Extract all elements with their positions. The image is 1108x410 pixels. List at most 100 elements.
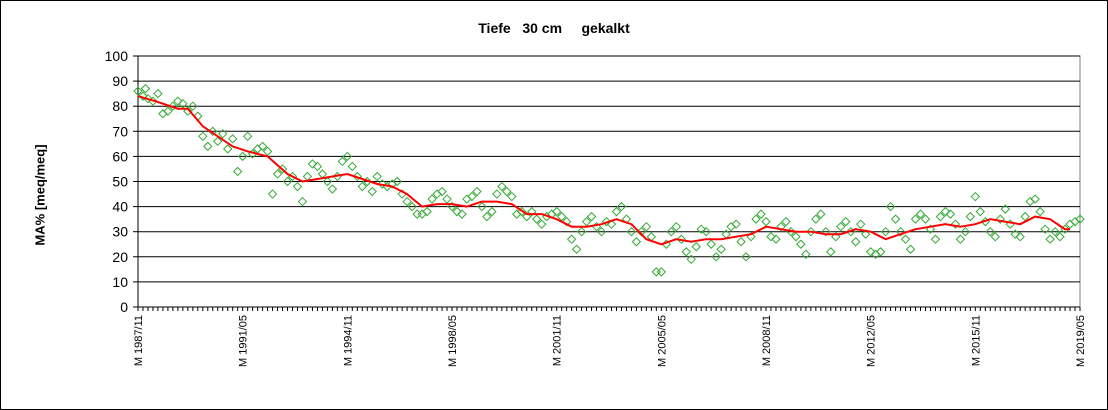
data-point <box>766 232 776 242</box>
data-point <box>163 106 173 116</box>
data-point <box>606 219 617 229</box>
data-point <box>178 98 188 109</box>
data-point <box>257 141 268 152</box>
data-point <box>1035 206 1045 217</box>
data-point <box>581 216 592 227</box>
data-point <box>561 216 572 227</box>
x-tick-label: M 2005/05 <box>656 315 668 367</box>
data-point <box>1045 234 1055 244</box>
data-point <box>706 239 716 249</box>
y-tick-label: 80 <box>112 98 128 114</box>
data-point <box>367 186 377 197</box>
data-point <box>995 214 1005 224</box>
data-point <box>1010 229 1020 239</box>
data-point <box>930 234 941 244</box>
data-point <box>731 219 741 229</box>
y-tick-label: 20 <box>112 249 128 265</box>
data-point <box>452 206 462 217</box>
data-point <box>227 134 238 144</box>
data-point <box>1000 204 1010 214</box>
y-tick-label: 50 <box>112 174 128 190</box>
data-point <box>781 216 791 227</box>
data-point <box>855 219 866 229</box>
data-point <box>507 191 517 202</box>
data-point <box>292 181 303 192</box>
data-point <box>467 191 477 202</box>
data-point <box>990 232 1000 242</box>
data-point <box>970 191 981 202</box>
x-tick-label: M 1994/11 <box>342 315 354 366</box>
data-point <box>347 161 358 172</box>
data-point <box>736 237 746 247</box>
data-point <box>457 209 467 219</box>
data-point <box>686 254 696 265</box>
data-point <box>771 234 781 244</box>
data-point <box>372 171 382 182</box>
x-tick-label: M 2015/11 <box>970 315 982 366</box>
data-point <box>1055 232 1065 242</box>
data-point <box>671 221 681 232</box>
data-point <box>821 226 831 237</box>
data-point <box>915 209 926 219</box>
data-point <box>601 216 612 227</box>
data-point <box>1030 194 1040 204</box>
data-point <box>905 244 916 254</box>
data-point <box>791 232 801 242</box>
data-point <box>282 176 293 187</box>
data-point <box>183 106 193 116</box>
data-point <box>701 226 711 237</box>
data-point <box>841 216 851 227</box>
data-point <box>945 209 956 219</box>
y-tick-label: 30 <box>112 224 128 240</box>
data-point <box>272 169 283 179</box>
data-point <box>691 242 701 252</box>
data-point <box>641 221 652 232</box>
data-point <box>477 201 487 212</box>
data-point <box>242 131 253 142</box>
x-tick-label: M 1987/11 <box>133 315 145 366</box>
data-point <box>875 247 886 257</box>
data-point <box>716 244 726 254</box>
data-point <box>208 126 218 137</box>
data-point <box>920 214 931 224</box>
data-point <box>312 161 323 172</box>
y-tick-label: 10 <box>112 274 128 290</box>
data-point <box>935 211 946 222</box>
data-point <box>801 249 811 259</box>
data-point <box>611 206 622 217</box>
data-point <box>267 189 278 199</box>
data-point <box>1050 226 1060 237</box>
data-point <box>537 219 547 229</box>
data-point <box>826 247 836 257</box>
data-point <box>985 226 995 237</box>
data-point <box>203 141 213 152</box>
x-tick-label: M 2008/11 <box>761 315 773 366</box>
data-point <box>392 176 402 187</box>
x-tick-label: M 1991/05 <box>238 315 250 367</box>
data-point <box>955 234 966 244</box>
data-point <box>566 234 577 244</box>
data-point <box>831 232 841 242</box>
data-point <box>751 214 761 224</box>
data-point <box>237 151 248 162</box>
data-point <box>223 144 233 154</box>
data-point <box>851 237 861 247</box>
data-point <box>522 211 532 222</box>
data-point <box>656 267 667 277</box>
data-point <box>586 211 597 222</box>
data-point <box>352 171 363 182</box>
data-point <box>965 211 976 222</box>
data-point <box>776 221 786 232</box>
data-point <box>696 224 706 234</box>
data-point <box>527 206 537 217</box>
data-point <box>761 216 771 227</box>
data-point <box>741 252 751 262</box>
data-point <box>422 206 432 217</box>
y-tick-label: 0 <box>120 299 128 315</box>
data-point <box>337 156 348 167</box>
data-point <box>437 186 447 197</box>
data-point <box>626 226 637 237</box>
data-point <box>616 201 627 212</box>
data-point <box>532 214 542 224</box>
data-point <box>756 209 766 219</box>
